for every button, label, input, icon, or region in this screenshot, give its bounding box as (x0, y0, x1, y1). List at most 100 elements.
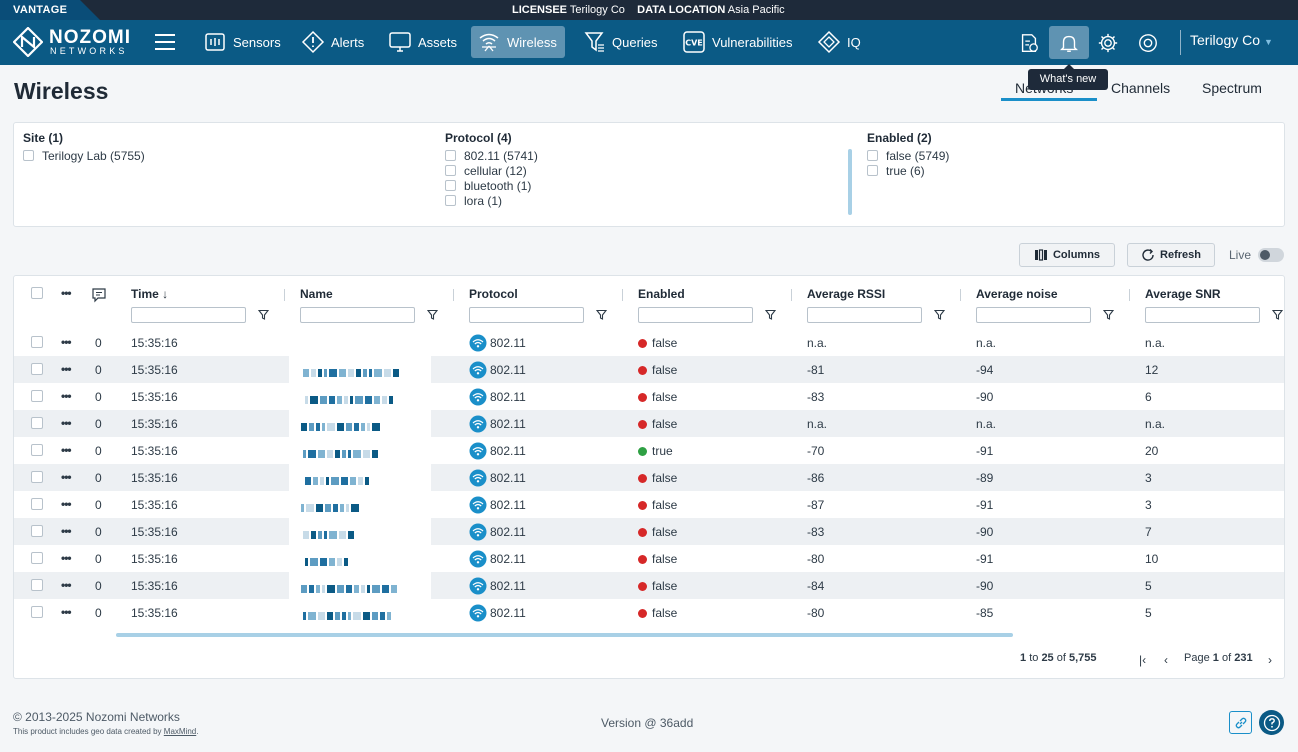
first-page-icon[interactable]: |‹ (1139, 653, 1147, 667)
reports-button[interactable] (1009, 26, 1049, 59)
column-divider[interactable] (791, 289, 792, 301)
next-page-icon[interactable]: › (1268, 653, 1272, 667)
filter-funnel-icon[interactable] (765, 309, 776, 320)
table-row[interactable]: ••• 0 15:35:16 802.11 false -81 -94 12 (14, 356, 1284, 383)
column-divider[interactable] (622, 289, 623, 301)
checkbox[interactable] (445, 195, 456, 206)
row-checkbox[interactable] (31, 336, 43, 348)
nav-wireless[interactable]: Wireless (471, 26, 565, 58)
table-row[interactable]: ••• 0 15:35:16 802.11 false -86 -89 3 (14, 464, 1284, 491)
nozomi-logo[interactable]: NOZOMI NETWORKS (13, 27, 133, 57)
row-checkbox[interactable] (31, 417, 43, 429)
table-row[interactable]: ••• 0 15:35:16 802.11 true -70 -91 20 (14, 437, 1284, 464)
filter-funnel-icon[interactable] (1272, 309, 1283, 320)
whats-new-button[interactable] (1049, 26, 1089, 59)
nav-vulnerabilities[interactable]: CVE Vulnerabilities (676, 26, 800, 58)
column-header-rssi[interactable]: Average RSSI (807, 287, 886, 301)
column-header-protocol[interactable]: Protocol (469, 287, 518, 301)
table-row[interactable]: ••• 0 15:35:16 802.11 false n.a. n.a. n.a. (14, 410, 1284, 437)
filter-option[interactable]: Terilogy Lab (5755) (23, 148, 145, 163)
table-row[interactable]: ••• 0 15:35:16 802.11 false -80 -85 5 (14, 599, 1284, 626)
columns-button[interactable]: Columns (1019, 243, 1115, 267)
horizontal-scrollbar[interactable] (116, 633, 1013, 637)
filter-option[interactable]: bluetooth (1) (445, 178, 538, 193)
filter-option[interactable]: lora (1) (445, 193, 538, 208)
row-actions-icon[interactable]: ••• (61, 416, 72, 430)
row-checkbox[interactable] (31, 552, 43, 564)
table-row[interactable]: ••• 0 15:35:16 802.11 false -83 -90 6 (14, 383, 1284, 410)
checkbox[interactable] (445, 180, 456, 191)
hamburger-menu-icon[interactable] (155, 34, 175, 50)
enabled-filter-input[interactable] (638, 307, 753, 323)
column-divider[interactable] (284, 289, 285, 301)
row-actions-icon[interactable]: ••• (61, 578, 72, 592)
table-row[interactable]: ••• 0 15:35:16 802.11 false -83 -90 7 (14, 518, 1284, 545)
status-button[interactable] (1128, 26, 1168, 59)
filter-option[interactable]: 802.11 (5741) (445, 148, 538, 163)
column-header-time[interactable]: Time ↓ (131, 287, 168, 301)
column-header-noise[interactable]: Average noise (976, 287, 1058, 301)
table-row[interactable]: ••• 0 15:35:16 802.11 false -87 -91 3 (14, 491, 1284, 518)
filter-scrollbar[interactable] (848, 149, 852, 215)
table-row[interactable]: ••• 0 15:35:16 802.11 false -84 -90 5 (14, 572, 1284, 599)
row-actions-icon[interactable]: ••• (61, 362, 72, 376)
row-checkbox[interactable] (31, 444, 43, 456)
noise-filter-input[interactable] (976, 307, 1091, 323)
column-header-enabled[interactable]: Enabled (638, 287, 685, 301)
nav-sensors[interactable]: Sensors (197, 26, 289, 58)
rssi-filter-input[interactable] (807, 307, 922, 323)
column-divider[interactable] (453, 289, 454, 301)
row-checkbox[interactable] (31, 471, 43, 483)
nav-iq[interactable]: IQ (811, 26, 869, 58)
row-actions-icon[interactable]: ••• (61, 389, 72, 403)
row-checkbox[interactable] (31, 579, 43, 591)
snr-filter-input[interactable] (1145, 307, 1260, 323)
column-header-snr[interactable]: Average SNR (1145, 287, 1221, 301)
name-filter-input[interactable] (300, 307, 415, 323)
filter-funnel-icon[interactable] (934, 309, 945, 320)
filter-funnel-icon[interactable] (427, 309, 438, 320)
row-actions-icon[interactable]: ••• (61, 551, 72, 565)
column-divider[interactable] (960, 289, 961, 301)
checkbox[interactable] (867, 165, 878, 176)
checkbox[interactable] (867, 150, 878, 161)
checkbox[interactable] (445, 165, 456, 176)
filter-funnel-icon[interactable] (1103, 309, 1114, 320)
row-actions-icon[interactable]: ••• (61, 443, 72, 457)
more-icon[interactable]: ••• (61, 286, 72, 300)
filter-option[interactable]: true (6) (867, 163, 949, 178)
link-button[interactable] (1229, 711, 1252, 734)
prev-page-icon[interactable]: ‹ (1164, 653, 1168, 667)
nav-assets[interactable]: Assets (382, 26, 465, 58)
row-checkbox[interactable] (31, 498, 43, 510)
row-checkbox[interactable] (31, 390, 43, 402)
row-actions-icon[interactable]: ••• (61, 335, 72, 349)
row-checkbox[interactable] (31, 525, 43, 537)
tab-channels[interactable]: Channels (1111, 80, 1171, 96)
row-checkbox[interactable] (31, 363, 43, 375)
checkbox[interactable] (23, 150, 34, 161)
checkbox[interactable] (445, 150, 456, 161)
protocol-filter-input[interactable] (469, 307, 584, 323)
filter-funnel-icon[interactable] (258, 309, 269, 320)
row-actions-icon[interactable]: ••• (61, 470, 72, 484)
filter-funnel-icon[interactable] (596, 309, 607, 320)
column-divider[interactable] (1129, 289, 1130, 301)
maxmind-link[interactable]: MaxMind (163, 727, 197, 736)
user-menu[interactable]: Terilogy Co ▼ (1190, 32, 1273, 48)
time-filter-input[interactable] (131, 307, 246, 323)
table-row[interactable]: ••• 0 15:35:16 802.11 false n.a. n.a. n.a. (14, 329, 1284, 356)
filter-option[interactable]: false (5749) (867, 148, 949, 163)
nav-queries[interactable]: Queries (576, 26, 666, 58)
row-actions-icon[interactable]: ••• (61, 497, 72, 511)
table-row[interactable]: ••• 0 15:35:16 802.11 false -80 -91 10 (14, 545, 1284, 572)
settings-button[interactable] (1088, 26, 1128, 59)
help-button[interactable] (1259, 710, 1284, 735)
refresh-button[interactable]: Refresh (1127, 243, 1215, 267)
tab-spectrum[interactable]: Spectrum (1202, 80, 1262, 96)
filter-option[interactable]: cellular (12) (445, 163, 538, 178)
row-actions-icon[interactable]: ••• (61, 605, 72, 619)
select-all-checkbox[interactable] (31, 287, 43, 299)
row-checkbox[interactable] (31, 606, 43, 618)
row-actions-icon[interactable]: ••• (61, 524, 72, 538)
